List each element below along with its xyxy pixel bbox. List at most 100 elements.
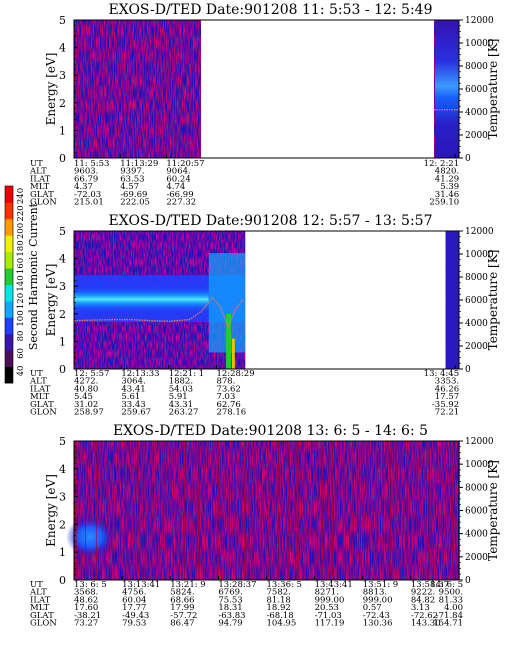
vertical-streak <box>452 441 453 580</box>
table-cell: 263.27 <box>169 408 199 418</box>
vertical-streak <box>390 441 391 580</box>
table-cell: 86.47 <box>170 619 194 629</box>
vertical-streak <box>244 441 245 580</box>
y-tick-label: 3 <box>59 69 66 82</box>
table-cell: 154.71 <box>433 619 463 629</box>
table-cell: 73.27 <box>74 619 98 629</box>
table-cell: 258.97 <box>74 408 104 418</box>
vertical-streak <box>241 441 242 580</box>
table-cell: 79.53 <box>122 619 146 629</box>
vertical-streak <box>332 441 333 580</box>
table-cell: 259.67 <box>121 408 151 418</box>
table-cell: 130.36 <box>363 619 393 629</box>
y-tick-label: 3 <box>59 280 66 293</box>
colorbar-tick-label: 240 <box>16 188 26 204</box>
y-tick-label: 1 <box>59 335 66 348</box>
vertical-streak <box>251 441 252 580</box>
panel-title: EXOS-D/TED Date:901208 12: 5:57 - 13: 5:… <box>109 213 433 229</box>
y-axis-label: Energy [eV] <box>44 53 58 126</box>
table-cell: 259.10 <box>429 198 459 208</box>
y2-tick-label: 4000 <box>465 530 488 540</box>
y-tick-label: 1 <box>59 546 66 559</box>
vertical-streak <box>85 441 86 580</box>
data-gap <box>201 19 434 159</box>
data-gap <box>245 230 445 370</box>
vertical-streak <box>268 441 269 580</box>
vertical-streak <box>76 441 77 580</box>
y2-tick-label: 0 <box>465 154 471 164</box>
y2-axis-label: Temperature [K] <box>486 460 500 561</box>
panel-2: EXOS-D/TED Date:901208 12: 5:57 - 13: 5:… <box>29 213 500 418</box>
ephemeris-table: UTALTILATMLTGLATGLON12: 5:574272.40.805.… <box>29 365 459 418</box>
colorbar-segment <box>5 202 13 219</box>
y-tick-label: 5 <box>59 14 66 27</box>
colorbar-tick-label: 180 <box>16 240 26 256</box>
y2-axis-label: Temperature [K] <box>486 39 500 140</box>
y2-tick-label: 8000 <box>465 483 488 493</box>
vertical-streak <box>431 441 432 580</box>
panel-title: EXOS-D/TED Date:901208 13: 6: 5 - 14: 6:… <box>113 423 428 439</box>
vertical-streak <box>353 441 354 580</box>
y2-tick-label: 0 <box>465 365 471 375</box>
ephemeris-table: UTALTILATMLTGLATGLON11: 5:539603.66.794.… <box>29 154 459 208</box>
vertical-streak <box>428 441 429 580</box>
vertical-streak <box>367 441 368 580</box>
y-axis-label: Energy [eV] <box>44 474 58 547</box>
colorbar-label: Second Harmonic Current <box>27 202 40 350</box>
y-tick-label: 0 <box>59 574 66 587</box>
y-tick-label: 0 <box>59 363 66 376</box>
vertical-streak <box>163 441 164 580</box>
y2-axis-label: Temperature [K] <box>486 250 500 351</box>
vertical-streak <box>315 441 316 580</box>
table-cell: 215.01 <box>74 198 104 208</box>
spectrogram-noise <box>74 441 459 580</box>
vertical-streak <box>145 441 146 580</box>
vertical-streak <box>249 441 250 580</box>
vertical-streak <box>151 441 152 580</box>
panel-title: EXOS-D/TED Date:901208 11: 5:53 - 12: 5:… <box>109 2 433 18</box>
y2-tick-label: 8000 <box>465 273 488 283</box>
colorbar-tick-label: 140 <box>16 275 26 291</box>
y2-tick-label: 12000 <box>465 16 494 26</box>
y2-tick-label: 2000 <box>465 131 488 141</box>
colorbar-tick-label: 60 <box>16 348 26 359</box>
y-tick-label: 3 <box>59 491 66 504</box>
vertical-streak <box>235 441 236 580</box>
vertical-streak <box>288 441 289 580</box>
colorbar-segment <box>5 301 13 318</box>
y-tick-label: 4 <box>59 42 66 55</box>
y2-tick-label: 6000 <box>465 507 488 517</box>
vertical-streak <box>138 441 139 580</box>
y2-tick-label: 12000 <box>465 227 494 237</box>
table-cell: 94.79 <box>218 619 242 629</box>
y-axis-label: Energy [eV] <box>44 264 58 337</box>
vertical-streak <box>184 441 185 580</box>
y2-tick-label: 0 <box>465 576 471 586</box>
table-cell: 227.32 <box>166 198 196 208</box>
y2-tick-label: 12000 <box>465 437 494 447</box>
band-cyan <box>74 286 209 312</box>
vertical-streak <box>407 441 408 580</box>
vertical-streak <box>278 441 279 580</box>
colorbar-segment <box>5 285 13 302</box>
vertical-streak <box>218 441 219 580</box>
panel-1: EXOS-D/TED Date:901208 11: 5:53 - 12: 5:… <box>29 2 500 208</box>
y2-tick-label: 8000 <box>465 62 488 72</box>
y-tick-label: 4 <box>59 463 66 476</box>
colorbar-segment <box>5 268 13 285</box>
colorbar-segment <box>5 317 13 334</box>
vertical-streak <box>322 441 323 580</box>
y-tick-label: 5 <box>59 435 66 448</box>
spectrogram-right-segment <box>435 20 459 158</box>
vertical-streak <box>453 441 454 580</box>
y-tick-label: 2 <box>59 518 66 531</box>
y2-tick-label: 6000 <box>465 85 488 95</box>
y-tick-label: 5 <box>59 225 66 238</box>
table-cell: 222.05 <box>120 198 150 208</box>
y2-tick-label: 2000 <box>465 342 488 352</box>
colorbar-tick-label: 40 <box>16 366 26 377</box>
colorbar-tick-label: 120 <box>16 293 26 309</box>
panel-3: EXOS-D/TED Date:901208 13: 6: 5 - 14: 6:… <box>29 423 500 629</box>
